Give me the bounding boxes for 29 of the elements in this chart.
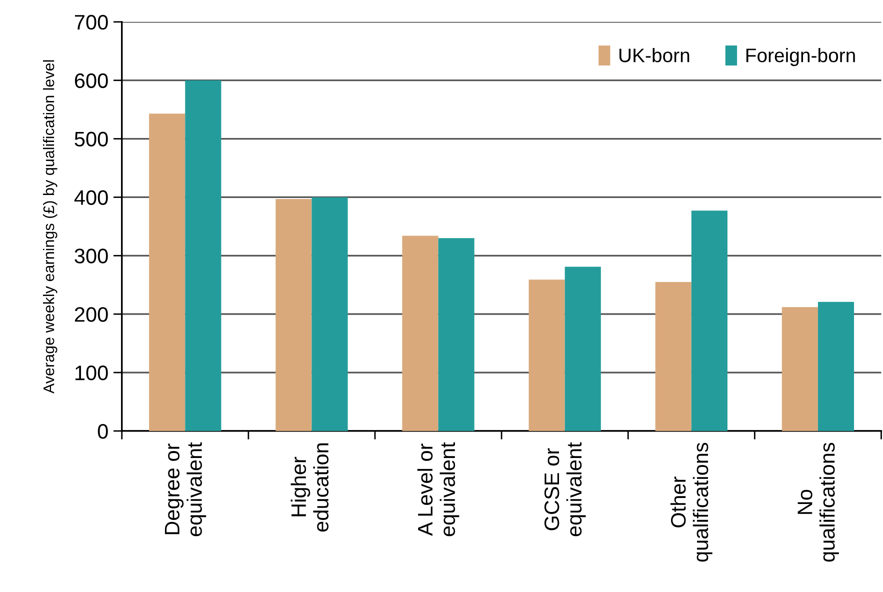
x-tick-label: Degree or equivalent [164,442,206,536]
x-tick-label: A Level or equivalent [417,442,460,536]
bar [402,236,438,431]
bar [691,210,728,431]
bar [818,302,854,431]
y-tick-label: 0 [98,424,108,439]
bar [564,266,601,431]
y-tick-label: 700 [74,14,108,30]
x-tick-label: No qualifications [798,442,839,562]
bar [185,80,222,431]
bar [149,114,186,431]
x-tick-label: Other qualifications [670,442,712,562]
y-tick-label: 200 [74,307,108,322]
y-tick-label: 600 [74,73,108,88]
y-tick-label: 300 [74,248,108,264]
bar [528,280,565,431]
bar [438,238,474,431]
x-tick-label: Higher education [290,443,329,532]
bar [655,282,692,431]
y-axis-title: Average weekly earnings (£) by qualification level [42,60,58,394]
x-tick-label: GCSE or equivalent [544,442,586,536]
bar [312,197,348,431]
legend-label: UK-born [619,48,690,62]
bar [276,198,312,431]
legend-label: Foreign-born [746,48,855,66]
y-tick-label: 400 [74,190,108,205]
bar [782,307,818,431]
y-tick-label: 500 [74,132,108,147]
y-tick-label: 100 [75,366,108,380]
